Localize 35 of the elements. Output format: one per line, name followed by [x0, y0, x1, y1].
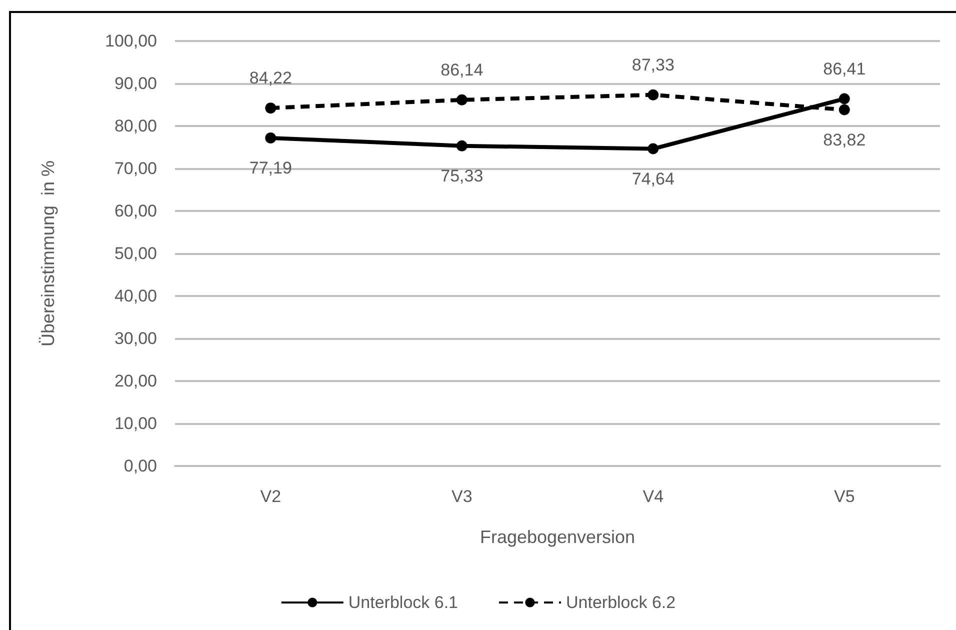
legend-label: Unterblock 6.1 — [348, 593, 458, 612]
point — [648, 89, 659, 100]
y-tick-label: 40,00 — [114, 286, 157, 306]
y-tick-label: 100,00 — [105, 32, 157, 50]
y-tick-label: 30,00 — [114, 329, 157, 348]
y-tick-label: 0,00 — [124, 456, 157, 476]
y-tick-label: 60,00 — [114, 202, 157, 220]
data-label: 75,33 — [440, 166, 484, 186]
data-label: 83,82 — [823, 130, 866, 150]
point — [838, 93, 850, 104]
x-tick-label: V4 — [642, 487, 664, 506]
point — [838, 104, 850, 116]
data-label: 86,14 — [440, 60, 484, 80]
data-label: 74,64 — [632, 169, 674, 188]
y-tick-label: 70,00 — [114, 159, 157, 178]
y-tick-label: 20,00 — [114, 372, 157, 390]
data-label: 86,41 — [823, 59, 866, 78]
point — [648, 143, 659, 154]
y-tick-label: 90,00 — [114, 74, 157, 93]
data-label: 77,19 — [249, 158, 292, 178]
y-tick-label: 10,00 — [114, 414, 157, 433]
y-axis-title: Übereinstimmung in % — [38, 160, 58, 347]
data-label: 87,33 — [632, 55, 674, 74]
x-tick-label: V2 — [260, 487, 282, 506]
data-label: 84,22 — [249, 68, 292, 88]
x-tick-label: V3 — [451, 487, 472, 506]
point — [265, 102, 276, 114]
point — [456, 94, 468, 106]
x-axis-title: Fragebogenversion — [480, 527, 636, 547]
x-tick-label: V5 — [834, 487, 855, 506]
point — [456, 140, 468, 152]
point — [265, 132, 276, 144]
y-tick-label: 80,00 — [114, 116, 157, 136]
y-tick-label: 50,00 — [114, 244, 157, 263]
legend-label: Unterblock 6.2 — [566, 593, 676, 612]
